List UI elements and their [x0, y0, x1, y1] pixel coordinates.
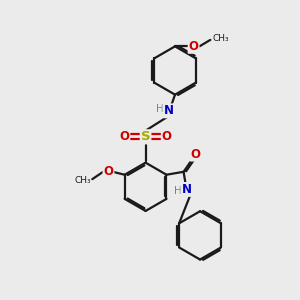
Text: O: O	[103, 165, 113, 178]
Text: H: H	[174, 186, 182, 196]
Text: N: N	[164, 104, 174, 117]
Text: H: H	[156, 104, 164, 114]
Text: CH₃: CH₃	[74, 176, 91, 185]
Text: N: N	[182, 183, 191, 196]
Text: O: O	[189, 40, 199, 53]
Text: S: S	[141, 130, 150, 143]
Text: O: O	[190, 148, 200, 160]
Text: O: O	[162, 130, 172, 143]
Text: O: O	[119, 130, 129, 143]
Text: CH₃: CH₃	[212, 34, 229, 43]
